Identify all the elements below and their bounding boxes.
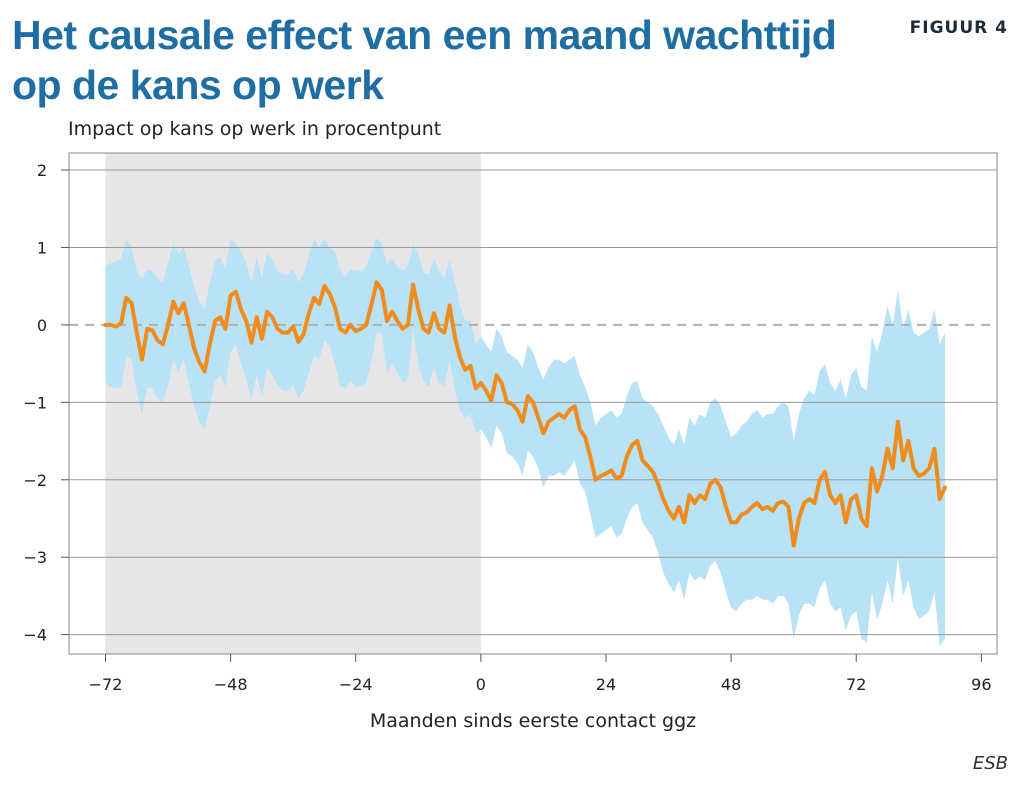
y-tick-label: 2 [37, 161, 47, 180]
effect-line [103, 280, 947, 548]
x-tick-label: −24 [339, 675, 373, 694]
chart-title: Het causale effect van een maand wachtti… [12, 12, 837, 108]
figure-label: FIGUUR 4 [909, 18, 1008, 38]
pre-contact-shaded-region [105, 153, 481, 654]
x-axis-label: Maanden sinds eerste contact ggz [369, 710, 697, 732]
y-tick-label: −1 [23, 393, 47, 412]
x-tick-label: −48 [214, 675, 248, 694]
plot-border [68, 152, 998, 655]
y-tick-label: 1 [37, 238, 47, 257]
y-tick-label: −4 [23, 626, 47, 645]
effect-line-layer [103, 280, 947, 548]
plot-frame [68, 152, 998, 655]
y-tick-label: −3 [23, 548, 47, 567]
x-tick-label: 96 [971, 675, 991, 694]
x-tick-label: 48 [721, 675, 741, 694]
x-tick-label: 72 [846, 675, 866, 694]
x-tick-label: 24 [596, 675, 616, 694]
x-tick-label: −72 [89, 675, 123, 694]
confidence-band [105, 238, 945, 647]
confidence-band-layer [105, 238, 945, 647]
y-axis-label: Impact op kans op werk in procentpunt [68, 118, 442, 140]
shaded-region-rect [105, 153, 481, 654]
y-tick-label: −2 [23, 471, 47, 490]
y-tick-label: 0 [37, 316, 47, 335]
axis-ticks: 2 1 0 −1 −2 −3 −4 −72 −48 −24 0 24 48 72 96 [23, 161, 991, 694]
x-tick-label: 0 [476, 675, 486, 694]
source-label: ESB [972, 753, 1008, 774]
